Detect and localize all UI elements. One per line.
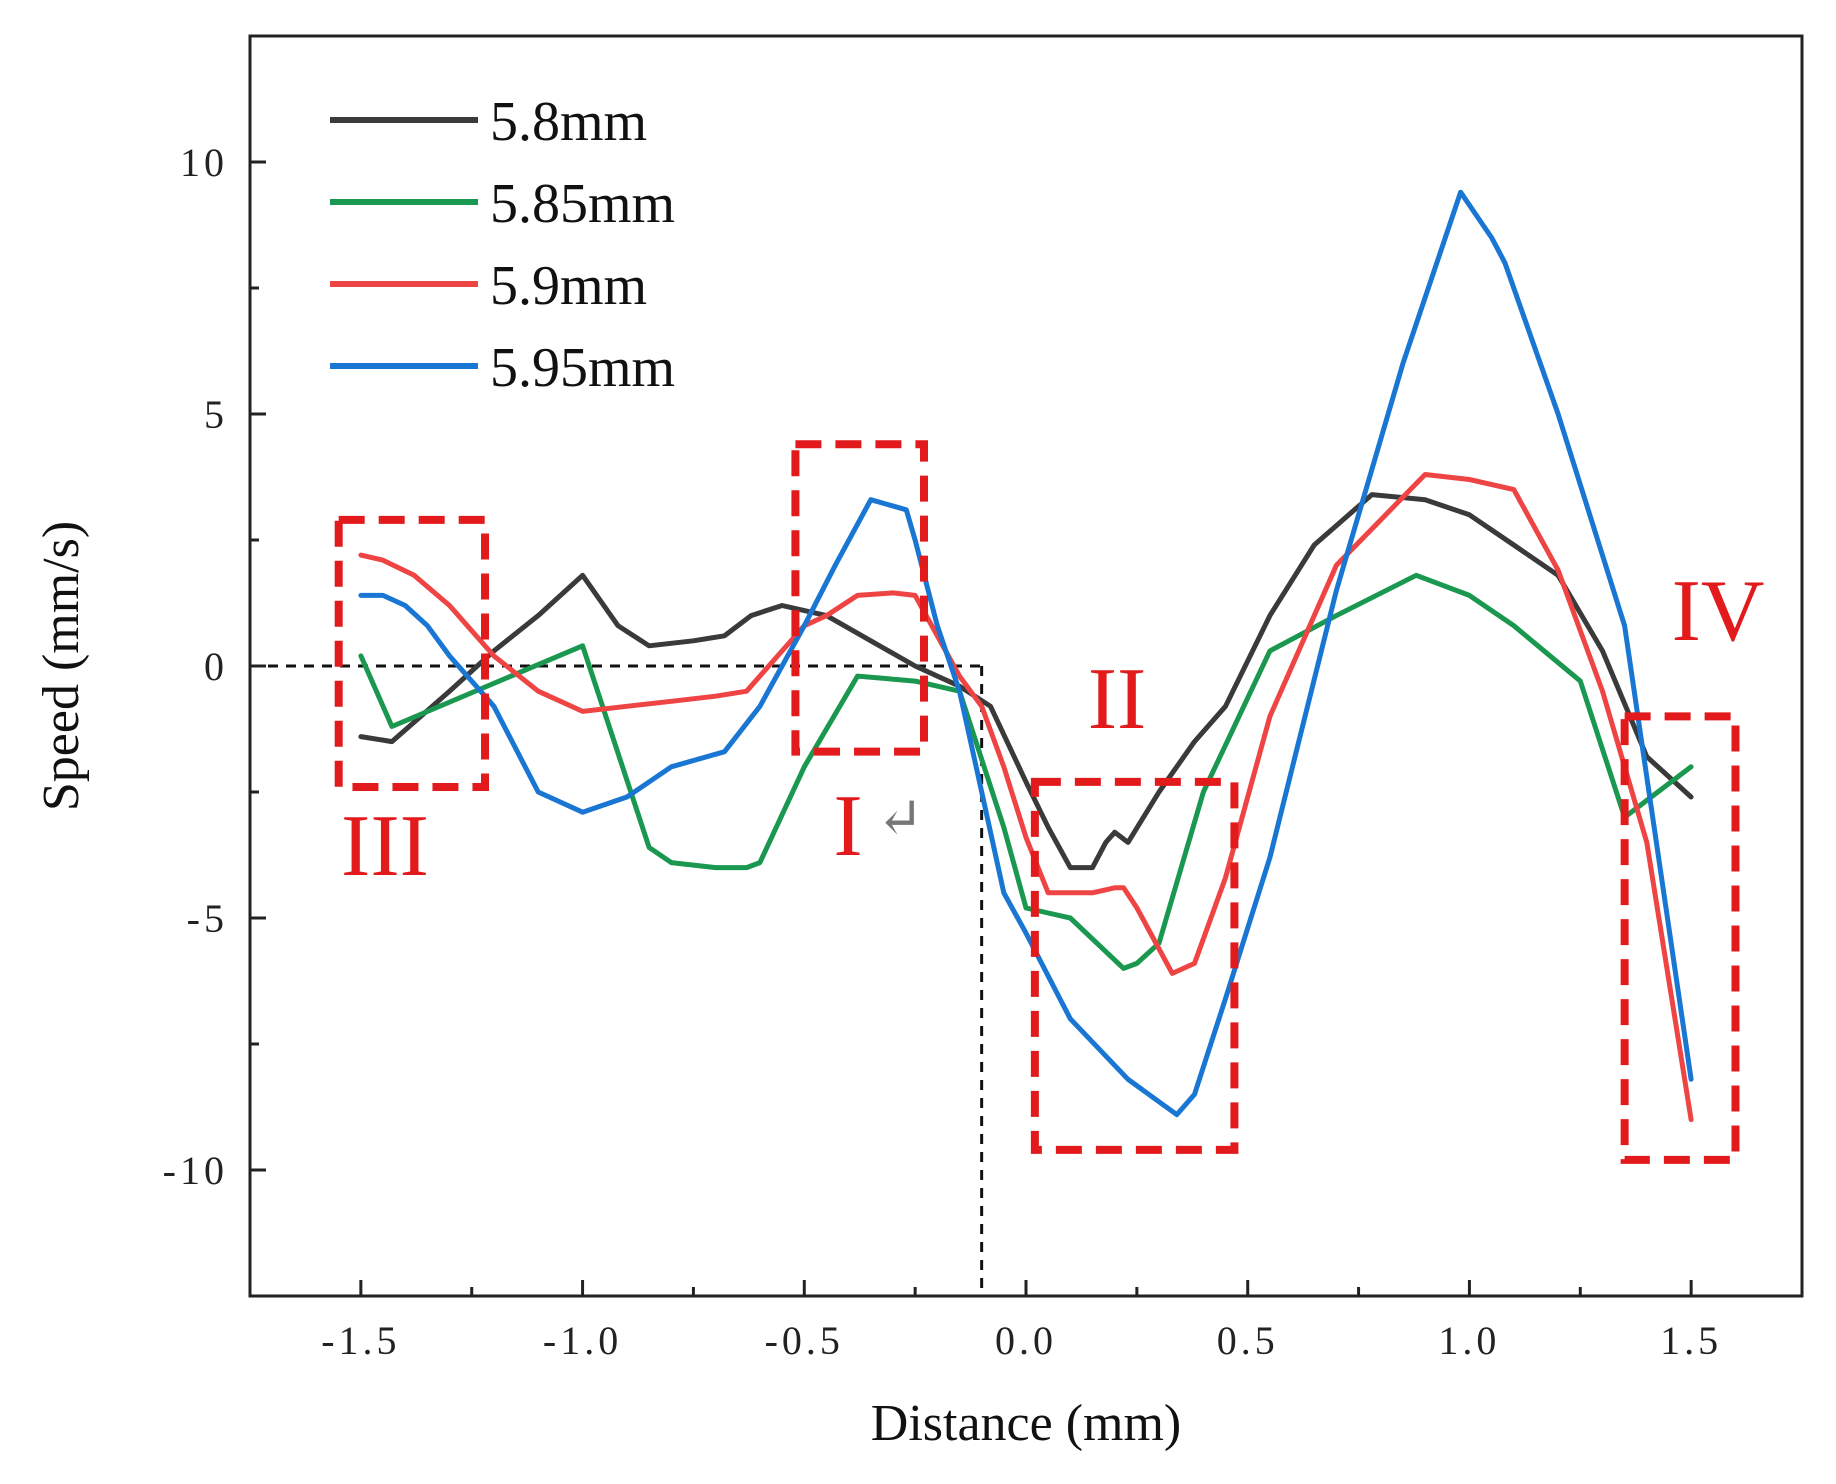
y-tick-label: 0 [204,644,228,689]
series-line-5-85mm [358,572,1694,971]
reference-lines [250,664,984,1296]
y-tick-label: -5 [187,896,228,941]
region-box-i [791,440,929,756]
axis-ticks: -1.5 -1.0 -0.5 0.0 0.5 1.0 1.5 -10 -5 0 5 10 [163,34,1722,1363]
region-box-iv [1620,712,1740,1164]
series-line-5-8mm [358,492,1694,871]
x-tick-label: 0.5 [1217,1318,1279,1363]
legend-label: 5.95mm [490,337,675,399]
region-box-ii [1030,777,1239,1154]
region-label-ii: II [1088,651,1147,748]
x-tick-label: 0.0 [995,1318,1057,1363]
y-axis-title: Speed (mm/s) [33,521,90,811]
series-lines [358,189,1694,1123]
x-tick-label: 1.5 [1660,1318,1722,1363]
region-box-iii [334,515,490,791]
region-label-iii: III [341,798,429,895]
y-tick-label: 10 [180,140,228,185]
x-tick-label: -1.5 [321,1318,400,1363]
series-line-5-95mm [358,189,1694,1118]
x-axis-title: Distance (mm) [871,1395,1181,1452]
legend-label: 5.9mm [490,255,647,317]
legend-label: 5.85mm [490,173,675,235]
region-label-i: I [833,778,862,875]
return-arrow-icon: ↵ [877,788,924,850]
x-tick-label: -0.5 [765,1318,844,1363]
region-label-iv: IV [1672,563,1765,660]
series-line-5-9mm [358,472,1694,1123]
x-tick-label: -1.0 [543,1318,622,1363]
y-tick-label: 5 [204,392,228,437]
x-tick-label: 1.0 [1438,1318,1500,1363]
legend: 5.8mm 5.85mm 5.9mm 5.95mm [330,91,675,399]
y-tick-label: -10 [163,1148,228,1193]
legend-label: 5.8mm [490,91,647,153]
